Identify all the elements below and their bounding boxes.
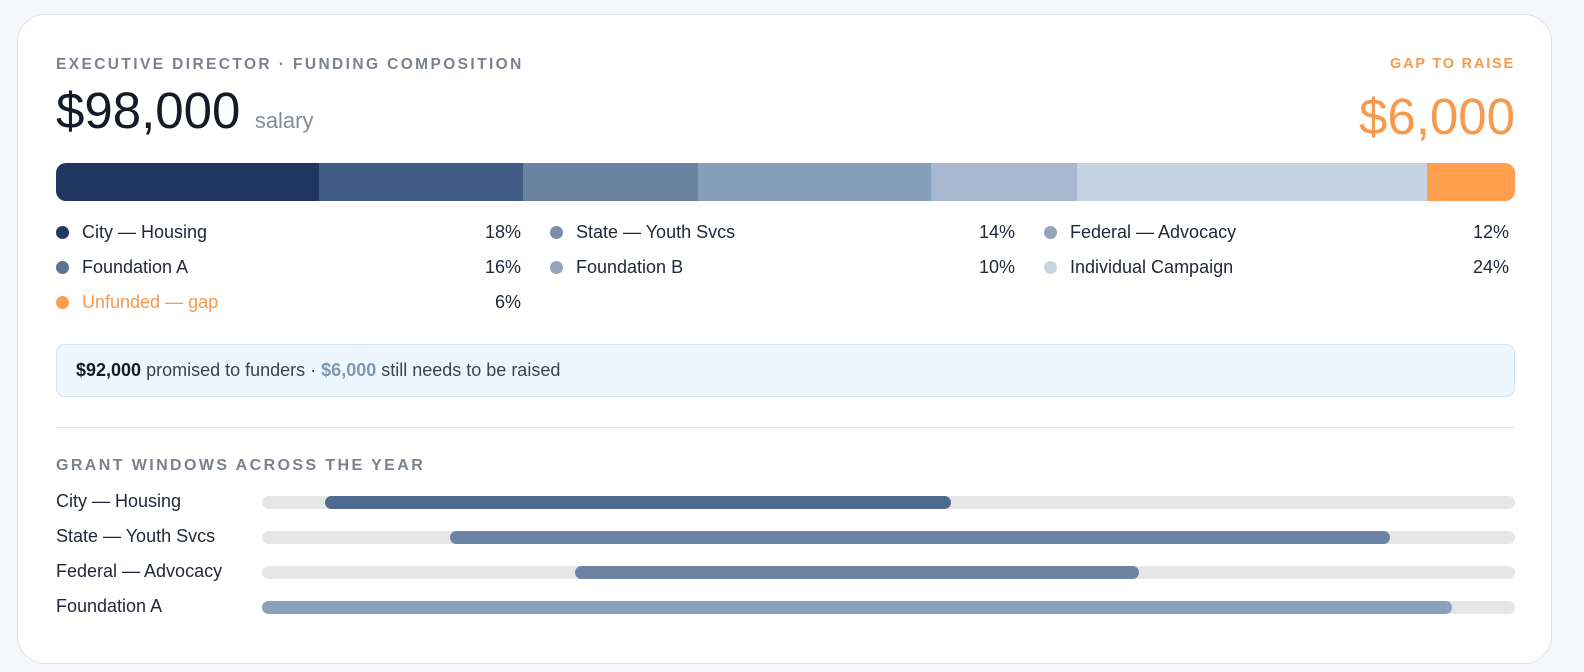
grant-windows-timeline: City — Housing State — Youth Svcs Federal …	[56, 490, 1515, 630]
legend-percent: 16%	[484, 256, 521, 277]
timeline-label: State — Youth Svcs	[56, 526, 216, 546]
timeline-bar	[262, 601, 1453, 614]
timeline-track	[262, 601, 1515, 614]
salary-unit: salary	[254, 108, 314, 133]
section-divider	[56, 427, 1515, 428]
legend-dot	[1044, 225, 1057, 239]
legend-label: Individual Campaign	[1070, 256, 1234, 277]
legend-dot	[550, 225, 563, 239]
legend-dot	[56, 295, 69, 309]
committed-text: promised to funders ·	[141, 360, 322, 380]
legend-percent: 6%	[494, 291, 521, 312]
grant-windows-title: GRANT WINDOWS ACROSS THE YEAR	[56, 457, 426, 474]
legend-label: City — Housing	[82, 221, 208, 242]
timeline-row: State — Youth Svcs	[56, 525, 1515, 560]
legend-item: City — Housing 18%	[56, 221, 521, 243]
stack-segment-foundation-a	[318, 163, 523, 201]
funding-stacked-bar	[56, 163, 1515, 201]
legend-label: Unfunded — gap	[82, 291, 219, 312]
timeline-bar	[575, 566, 1140, 579]
legend-dot	[56, 260, 69, 274]
timeline-bar	[324, 496, 952, 509]
funding-summary-note: $92,000 promised to funders · $6,000 sti…	[56, 344, 1515, 397]
legend-percent: 18%	[484, 221, 521, 242]
legend-dot	[550, 260, 563, 274]
funding-legend: City — Housing 18% State — Youth Svcs 14% Fe…	[56, 221, 1515, 313]
legend-percent: 12%	[1472, 221, 1509, 242]
timeline-label: City — Housing	[56, 491, 182, 511]
stack-segment-state-youth-svcs	[522, 163, 698, 201]
salary-amount: $98,000	[56, 82, 241, 139]
legend-label: Foundation A	[82, 256, 189, 277]
funding-card: EXECUTIVE DIRECTOR · FUNDING COMPOSITION…	[17, 14, 1552, 664]
gap-note-text: still needs to be raised	[376, 360, 561, 380]
timeline-bar	[449, 531, 1390, 544]
legend-percent: 14%	[978, 221, 1015, 242]
legend-label: Federal — Advocacy	[1070, 221, 1237, 242]
gap-amount: $6,000	[1359, 88, 1515, 145]
timeline-track	[262, 566, 1515, 579]
timeline-row: Federal — Advocacy	[56, 560, 1515, 595]
timeline-row: City — Housing	[56, 490, 1515, 525]
timeline-label: Federal — Advocacy	[56, 561, 223, 581]
stack-segment-city-housing	[56, 163, 319, 201]
timeline-row: Foundation A	[56, 595, 1515, 630]
card-eyebrow: EXECUTIVE DIRECTOR · FUNDING COMPOSITION	[56, 56, 524, 73]
legend-percent: 24%	[1472, 256, 1509, 277]
legend-item: Foundation A 16%	[56, 256, 521, 278]
legend-item: Individual Campaign 24%	[1044, 256, 1509, 278]
stack-segment-foundation-b	[697, 163, 932, 201]
legend-item: Foundation B 10%	[550, 256, 1015, 278]
timeline-track	[262, 531, 1515, 544]
gap-label: GAP TO RAISE	[1389, 56, 1515, 72]
legend-item: Unfunded — gap 6%	[56, 291, 521, 313]
stack-segment-individual-campaign	[1077, 163, 1428, 201]
legend-percent: 10%	[978, 256, 1015, 277]
gap-note-amount: $6,000	[321, 360, 377, 380]
legend-label: State — Youth Svcs	[576, 221, 736, 242]
legend-dot	[56, 225, 69, 239]
stack-segment-federal-advocacy	[931, 163, 1078, 201]
timeline-label: Foundation A	[56, 596, 163, 616]
legend-dot	[1044, 260, 1057, 274]
stack-segment-unfunded-gap	[1427, 163, 1515, 201]
committed-amount: $92,000	[76, 360, 142, 380]
legend-item: State — Youth Svcs 14%	[550, 221, 1015, 243]
salary-display: $98,000 salary	[56, 81, 314, 140]
timeline-track	[262, 496, 1515, 509]
legend-item: Federal — Advocacy 12%	[1044, 221, 1509, 243]
legend-label: Foundation B	[576, 256, 684, 277]
